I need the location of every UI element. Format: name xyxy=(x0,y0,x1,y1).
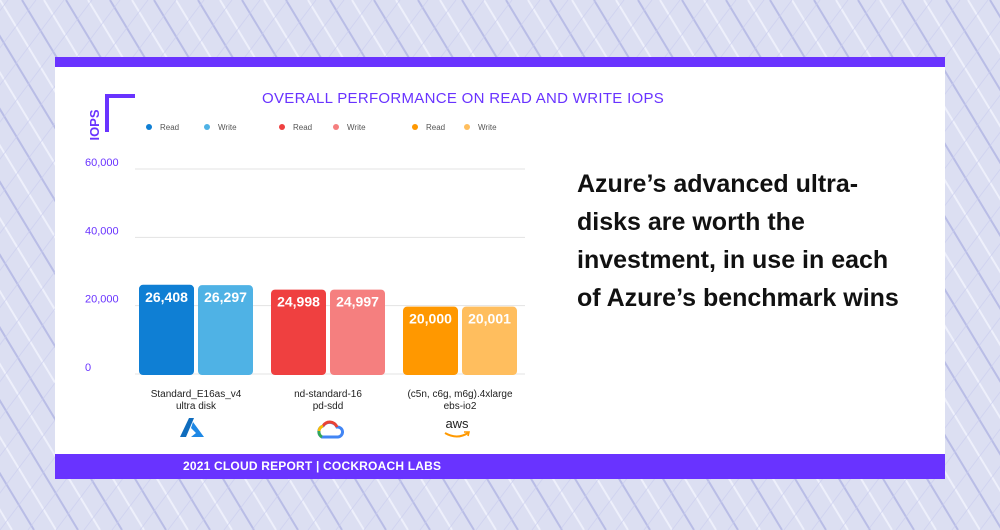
report-card: IOPS OVERALL PERFORMANCE ON READ AND WRI… xyxy=(55,57,945,479)
footer-bar: 2021 CLOUD REPORT | COCKROACH LABS xyxy=(55,454,945,479)
bar-chart: 0 20,000 40,000 60,000 26,408 26,297 Standard_… xyxy=(85,157,525,412)
legend-item-2: Read xyxy=(279,123,312,133)
bar-aws-write xyxy=(462,306,517,375)
y-tick-label: 20,000 xyxy=(85,294,119,306)
legend-item-5: Write xyxy=(464,123,497,133)
legend-label: Read xyxy=(293,123,313,132)
y-tick-label: 60,000 xyxy=(85,157,119,169)
legend-label: Read xyxy=(426,123,446,132)
title-bracket xyxy=(105,94,135,132)
legend-item-1: Write xyxy=(204,123,237,133)
bar-value-label: 24,998 xyxy=(277,294,320,310)
azure-logo-icon xyxy=(180,418,204,437)
x-category-label: Standard_E16as_v4 xyxy=(151,389,242,400)
bar-azure-write xyxy=(198,285,253,375)
legend-label: Read xyxy=(160,123,180,132)
legend-swatch xyxy=(146,124,152,130)
bar-gcp-read xyxy=(271,289,326,375)
legend-item-4: Read xyxy=(412,123,445,133)
legend-item-0: Read xyxy=(146,123,179,133)
legend-swatch xyxy=(464,124,470,130)
legend-label: Write xyxy=(347,123,366,132)
bar-value-label: 20,000 xyxy=(409,311,452,327)
google-cloud-logo-icon xyxy=(317,420,344,439)
chart-title: OVERALL PERFORMANCE ON READ AND WRITE IO… xyxy=(262,90,665,107)
legend-label: Write xyxy=(218,123,237,132)
legend-swatch xyxy=(279,124,285,130)
y-tick-label: 0 xyxy=(85,362,91,374)
x-category-label: pd-sdd xyxy=(313,401,344,412)
legend-swatch xyxy=(333,124,339,130)
bar-gcp-write xyxy=(330,289,385,375)
bar-value-label: 20,001 xyxy=(468,311,511,327)
legend-swatch xyxy=(204,124,210,130)
top-accent-bar xyxy=(55,57,945,67)
legend-label: Write xyxy=(478,123,497,132)
x-category-label: (c5n, c6g, m6g).4xlarge xyxy=(407,389,512,400)
bar-aws-read xyxy=(403,306,458,375)
y-tick-label: 40,000 xyxy=(85,225,119,237)
x-category-label: nd-standard-16 xyxy=(294,389,362,400)
x-category-label: ultra disk xyxy=(176,401,217,412)
bar-value-label: 26,297 xyxy=(204,289,247,305)
x-category-label: ebs-io2 xyxy=(444,401,477,412)
legend-item-3: Write xyxy=(333,123,366,133)
legend-swatch xyxy=(412,124,418,130)
bar-value-label: 26,408 xyxy=(145,289,188,305)
bar-value-label: 24,997 xyxy=(336,294,379,310)
tagline-text: Azure’s advanced ultra-disks are worth t… xyxy=(577,170,899,312)
aws-logo-icon: aws xyxy=(440,417,474,441)
bar-azure-read xyxy=(139,284,194,375)
